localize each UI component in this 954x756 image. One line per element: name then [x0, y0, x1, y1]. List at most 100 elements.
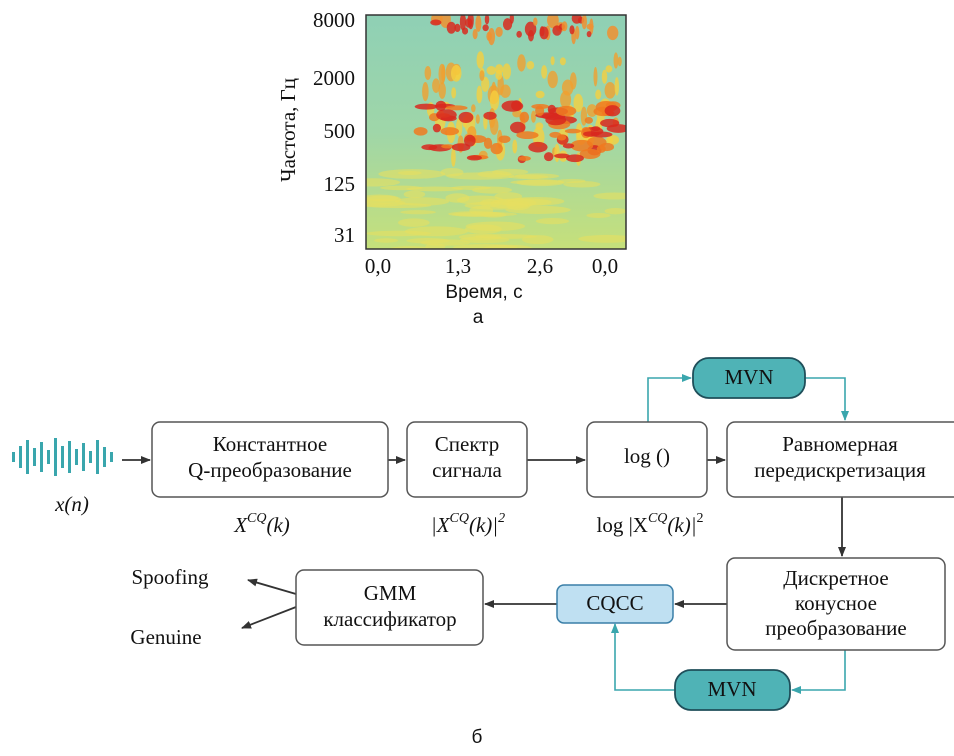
- spectrogram-texture: [607, 135, 620, 145]
- spectrogram-texture: [508, 174, 549, 180]
- annotation-part: 2: [498, 511, 505, 526]
- spectrogram-texture: [595, 89, 602, 100]
- spectrogram-texture: [498, 135, 511, 144]
- waveform-icon: [12, 438, 113, 476]
- annotation: |XCQ(k)|2: [431, 511, 505, 537]
- spectrogram-texture: [579, 148, 601, 159]
- spectrogram-texture: [547, 70, 558, 89]
- spectrogram-texture: [495, 26, 503, 38]
- y-tick-label: 8000: [313, 8, 355, 32]
- spectrogram-texture: [475, 15, 482, 32]
- spectrogram-texture: [432, 123, 441, 133]
- spectrogram-texture: [471, 104, 476, 113]
- spectrogram-texture: [584, 116, 593, 124]
- annotation-part: |X: [431, 513, 451, 537]
- spectrogram-texture: [550, 56, 555, 66]
- spectrogram-texture: [552, 25, 562, 36]
- x-axis-label: Время, с: [445, 282, 522, 303]
- spectrogram-texture: [450, 65, 462, 82]
- spectrogram-texture: [555, 105, 577, 117]
- node-label: MVN: [707, 677, 756, 701]
- spectrogram-texture: [495, 69, 503, 80]
- spectrogram-texture: [476, 85, 483, 104]
- spectrogram-texture: [441, 64, 446, 83]
- spectrogram-texture: [446, 172, 515, 180]
- node-box: [556, 584, 674, 624]
- spectrogram-texture: [430, 19, 442, 26]
- spectrogram-texture: [440, 127, 460, 136]
- spectrogram-texture: [605, 65, 613, 73]
- node-box: [151, 421, 389, 498]
- spectrogram-texture: [474, 234, 537, 239]
- annotation-part: CQ: [648, 511, 667, 526]
- y-tick-label: 500: [324, 119, 356, 143]
- spectrogram-texture: [601, 69, 608, 84]
- node-label: Константное: [213, 432, 328, 456]
- spectrogram-texture: [554, 153, 570, 159]
- spectrogram-texture: [366, 178, 401, 187]
- spectrogram-texture: [397, 218, 430, 227]
- spectrogram-texture: [607, 25, 619, 41]
- spectrogram-texture: [502, 18, 513, 31]
- annotation: log |XCQ(k)|2: [596, 511, 703, 537]
- spectrogram-texture: [481, 244, 534, 249]
- spectrogram-texture: [533, 17, 538, 26]
- spectrogram-texture: [535, 90, 545, 99]
- output-label: Spoofing: [131, 565, 209, 589]
- spectrogram-texture: [516, 131, 539, 140]
- spectrogram-texture: [575, 25, 580, 40]
- spectrogram-texture: [562, 143, 575, 149]
- spectrogram-texture: [511, 100, 522, 111]
- spectrogram-texture: [581, 15, 587, 30]
- spectrogram-texture: [441, 144, 455, 149]
- spectrogram-texture: [586, 23, 594, 30]
- x-tick-label: 1,3: [445, 254, 471, 278]
- spectrogram-image: [366, 15, 626, 249]
- node-box: [586, 421, 708, 498]
- spectrogram-texture: [422, 81, 429, 102]
- spectrogram-texture: [420, 239, 471, 246]
- spectrogram-texture: [400, 210, 436, 215]
- spectrogram-texture: [459, 15, 467, 31]
- spectrogram-texture: [466, 155, 482, 161]
- spectrogram-texture: [479, 70, 485, 81]
- node-label: Q-преобразование: [188, 458, 352, 482]
- spectrogram-texture: [464, 134, 476, 147]
- x-tick-label: 2,6: [527, 254, 553, 278]
- annotation-part: CQ: [450, 511, 469, 526]
- spectrogram-texture: [440, 167, 464, 177]
- spectrogram-texture: [543, 152, 554, 162]
- spectrogram-texture: [451, 147, 456, 167]
- spectrogram-texture: [512, 139, 518, 154]
- spectrogram-texture: [617, 56, 622, 67]
- spectrogram-texture: [406, 186, 464, 192]
- spectrogram-texture: [535, 218, 570, 225]
- spectrogram-texture: [586, 104, 598, 117]
- node-label: GMM: [364, 581, 417, 605]
- spectrogram-texture: [373, 238, 399, 243]
- spectrogram-texture: [593, 66, 598, 87]
- spectrogram-texture: [535, 105, 545, 117]
- spectrogram-texture: [397, 170, 422, 176]
- node-label: передискретизация: [754, 458, 926, 482]
- spectrogram-texture: [599, 142, 615, 152]
- spectrogram-texture: [586, 31, 592, 38]
- spectrogram-texture: [452, 211, 518, 217]
- spectrogram-texture: [489, 90, 500, 111]
- spectrogram-texture: [528, 141, 548, 153]
- spectrogram-texture: [561, 21, 568, 32]
- spectrogram-texture: [569, 25, 575, 35]
- spectrogram-texture: [394, 197, 450, 206]
- spectrogram-texture: [519, 111, 530, 123]
- spectrogram-texture: [613, 52, 619, 69]
- annotation-part: X: [233, 513, 248, 537]
- spectrogram-texture: [464, 201, 529, 210]
- spectrogram-texture: [414, 103, 438, 110]
- output-label: Genuine: [130, 625, 201, 649]
- spectrogram-texture: [432, 78, 441, 93]
- spectrogram-texture: [438, 82, 446, 99]
- spectrogram-texture: [413, 127, 428, 136]
- annotation-part: log |X: [596, 513, 647, 537]
- spectrogram-texture: [578, 234, 626, 243]
